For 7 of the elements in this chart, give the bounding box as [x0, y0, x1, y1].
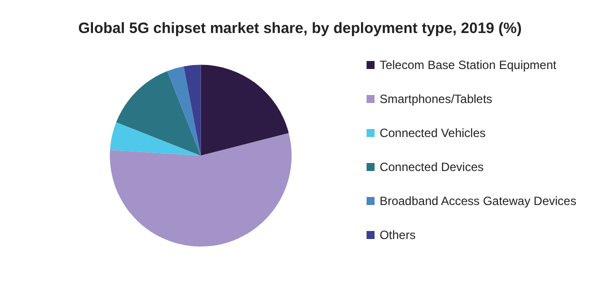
legend-label: Connected Vehicles	[380, 126, 486, 140]
legend-label: Connected Devices	[380, 160, 484, 174]
legend-label: Others	[380, 228, 416, 242]
legend-label: Broadband Access Gateway Devices	[380, 194, 576, 208]
legend-label: Smartphones/Tablets	[380, 92, 492, 106]
chart-title: Global 5G chipset market share, by deployment type, 2019 (%)	[78, 20, 522, 37]
legend-label: Telecom Base Station Equipment	[380, 58, 557, 72]
